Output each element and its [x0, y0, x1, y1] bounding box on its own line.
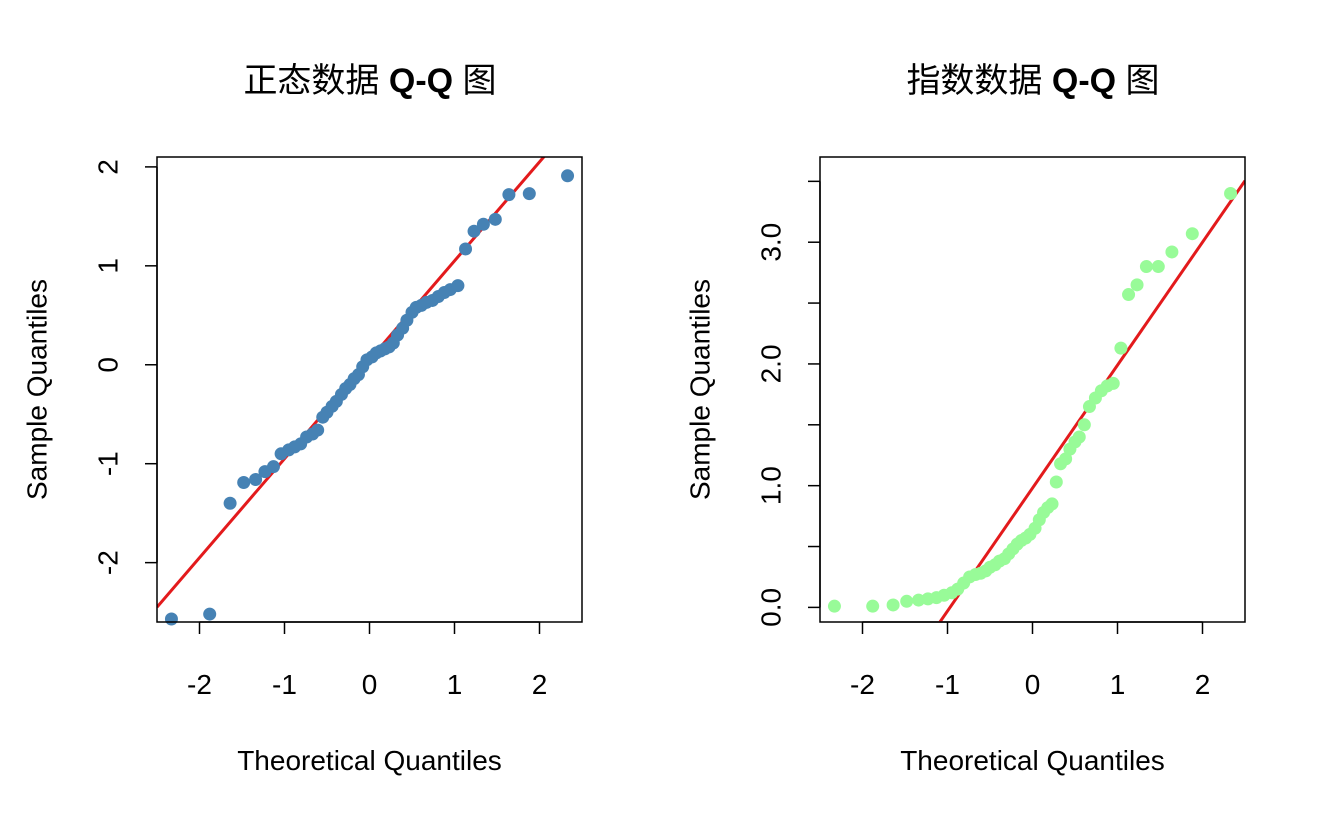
exponential-data-point	[827, 599, 841, 613]
exponential-data-point	[1185, 227, 1199, 241]
exponential-x-axis-label: Theoretical Quantiles	[900, 745, 1165, 776]
exponential-y-tick-label: 0.0	[755, 588, 786, 627]
normal-y-tick-label: 1	[92, 258, 123, 274]
exponential-qq-title: 指数数据 Q-Q 图	[906, 62, 1159, 100]
normal-qq-panel: 正态数据 Q-Q 图 -2 -1 0 1 2 -2 -1 0 1 2 Theoretical Q…	[21, 62, 583, 776]
normal-x-tick-label: -1	[272, 669, 297, 700]
exponential-data-point	[1045, 497, 1059, 511]
exponential-data-point	[900, 594, 914, 608]
normal-points	[164, 169, 575, 626]
normal-y-axis: -2 -1 0 1 2	[92, 159, 158, 575]
normal-x-axis: -2 -1 0 1 2	[187, 621, 548, 700]
normal-x-tick-label: 0	[362, 669, 378, 700]
exponential-data-point	[1224, 187, 1238, 201]
exponential-data-point	[1114, 341, 1128, 355]
exponential-plot-frame	[819, 156, 1246, 623]
normal-data-point	[223, 496, 237, 510]
normal-x-axis-label: Theoretical Quantiles	[237, 745, 502, 776]
exponential-y-axis: 0.0 1.0 2.0 3.0	[755, 180, 821, 627]
normal-data-point	[467, 224, 481, 238]
normal-y-tick-label: 2	[92, 159, 123, 175]
normal-data-point	[502, 188, 516, 202]
normal-y-tick-label: -2	[92, 550, 123, 575]
exponential-data-point	[1059, 452, 1073, 466]
exponential-x-tick-label: -2	[850, 669, 875, 700]
exponential-x-tick-label: 0	[1025, 669, 1041, 700]
normal-data-point	[203, 607, 217, 621]
normal-qq-title: 正态数据 Q-Q 图	[243, 62, 496, 100]
normal-data-point	[237, 476, 251, 489]
exponential-data-point	[866, 599, 880, 613]
exponential-data-point	[1151, 260, 1165, 274]
exponential-data-point	[1049, 475, 1063, 489]
normal-y-axis-label: Sample Quantiles	[21, 279, 52, 500]
normal-x-tick-label: 2	[532, 669, 548, 700]
normal-data-point	[249, 473, 263, 487]
exponential-x-tick-label: -1	[935, 669, 960, 700]
exponential-data-point	[1130, 278, 1144, 292]
exponential-y-tick-label: 2.0	[755, 344, 786, 383]
exponential-data-point	[1077, 418, 1091, 432]
exponential-x-tick-label: 2	[1195, 669, 1211, 700]
normal-y-tick-label: -1	[92, 451, 123, 476]
normal-data-point	[266, 460, 280, 474]
exponential-y-axis-label: Sample Quantiles	[684, 279, 715, 500]
exponential-data-point	[886, 598, 900, 612]
exponential-x-tick-label: 1	[1110, 669, 1126, 700]
exponential-y-tick-label: 1.0	[755, 466, 786, 505]
normal-x-tick-label: -2	[187, 669, 212, 700]
normal-data-point	[488, 212, 502, 226]
normal-data-point	[311, 423, 325, 437]
exponential-data-point	[1072, 430, 1086, 444]
normal-data-point	[476, 217, 490, 231]
normal-y-tick-label: 0	[92, 357, 123, 373]
normal-data-point	[164, 612, 178, 626]
exponential-points	[827, 187, 1238, 613]
normal-data-point	[561, 169, 575, 183]
normal-x-tick-label: 1	[447, 669, 463, 700]
exponential-data-point	[1165, 245, 1179, 259]
exponential-data-point	[1106, 376, 1120, 390]
normal-data-point	[459, 242, 473, 256]
exponential-x-axis: -2 -1 0 1 2	[850, 621, 1211, 700]
exponential-reference-line	[938, 179, 1245, 622]
exponential-data-point	[1139, 260, 1153, 274]
exponential-data-point	[1122, 288, 1136, 302]
normal-data-point	[522, 187, 536, 201]
exponential-qq-panel: 指数数据 Q-Q 图 -2 -1 0 1 2 0.0 1.0 2.0 3.0 Theoreti…	[684, 62, 1246, 776]
normal-plot-frame	[156, 156, 583, 623]
normal-data-point	[451, 279, 465, 293]
exponential-y-tick-label: 3.0	[755, 223, 786, 262]
